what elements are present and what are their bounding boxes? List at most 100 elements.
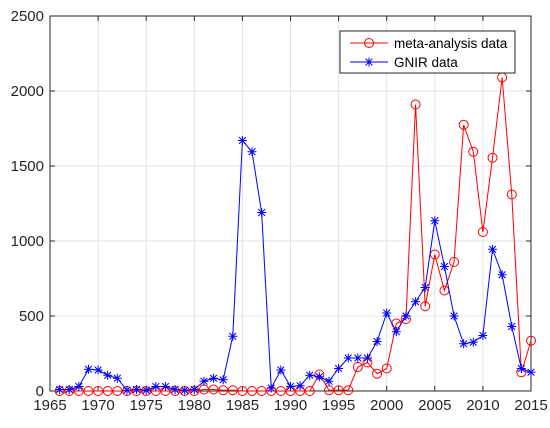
x-tick-label: 1995 [322,397,355,414]
data-point [83,386,94,396]
star-stroke [123,386,131,394]
star-stroke [363,354,372,362]
data-point [304,386,315,396]
data-point [364,38,374,48]
star-stroke [315,373,324,381]
data-point [209,373,219,383]
data-point [180,385,190,395]
star-stroke [180,386,189,394]
data-point [122,385,132,395]
star-stroke [257,208,266,217]
data-point [449,257,460,267]
x-tick-label: 1970 [81,397,114,414]
star-stroke [142,386,150,394]
data-point [218,385,229,396]
star-stroke [344,354,352,362]
x-tick-label: 2010 [466,397,499,414]
y-tick-label: 0 [36,383,44,400]
x-tick-label: 2000 [370,397,403,414]
star-stroke [334,364,343,373]
y-tick-label: 500 [19,308,44,325]
data-point [410,99,421,110]
legend: meta-analysis data GNIR data [339,30,516,74]
legend-label: meta-analysis data [394,36,508,51]
data-point [372,337,382,346]
data-point [526,335,536,346]
data-point [324,376,334,386]
data-point [160,382,170,391]
x-tick-label: 1990 [274,397,307,414]
star-stroke [296,382,304,390]
data-point [439,262,449,271]
star-stroke [411,298,420,306]
data-point [64,385,74,394]
data-point [353,353,363,363]
data-point [334,364,344,373]
star-stroke [152,382,160,391]
data-point [266,383,276,393]
star-stroke [209,374,218,382]
star-stroke [238,136,247,145]
y-tick-label: 2500 [11,8,44,25]
data-point [430,216,440,226]
star-stroke [248,148,256,156]
star-stroke [219,376,227,384]
star-stroke [325,377,333,385]
data-point [132,385,142,394]
star-stroke [469,338,478,346]
data-point [257,208,267,217]
data-point [343,385,354,396]
data-point [228,331,238,341]
data-point [227,385,238,396]
star-stroke [421,283,429,292]
data-point [103,370,113,380]
data-point [391,327,401,337]
axes: 1965 1970 1975 1980 1985 1990 1995 2000 2005 2010… [11,8,548,414]
star-stroke [382,309,391,317]
data-point [487,152,498,163]
data-point [151,382,161,391]
star-stroke [306,371,314,379]
star-stroke [267,384,275,392]
star-stroke [508,322,516,331]
data-point [459,339,469,349]
data-point [420,283,430,292]
data-point [256,386,267,396]
data-point [305,370,315,380]
star-stroke [365,58,373,66]
data-point [208,384,219,395]
star-stroke [190,385,199,394]
data-point [199,376,209,386]
star-stroke [373,337,381,346]
data-point [507,322,517,331]
data-point [112,373,122,383]
data-point [343,353,353,363]
star-stroke [527,368,535,376]
grid [49,15,532,392]
data-point [468,146,479,157]
star-stroke [498,271,506,279]
data-point [93,365,103,375]
star-stroke [479,331,487,340]
star-stroke [55,385,64,394]
star-stroke [450,312,458,320]
star-stroke [171,385,179,394]
data-point [170,385,180,394]
data-point [286,382,295,391]
star-stroke [488,245,497,253]
x-tick-label: 2005 [418,397,451,414]
data-point [477,227,488,237]
data-point [112,386,123,396]
x-tick-label: 1965 [33,397,66,414]
data-point [449,311,459,321]
x-tick-label: 1985 [226,397,259,414]
data-point [401,311,411,321]
star-stroke [431,217,439,225]
star-stroke [402,312,410,320]
data-point [372,368,383,379]
data-point [411,297,421,307]
data-point [516,364,526,373]
y-tick-label: 2000 [11,83,44,100]
